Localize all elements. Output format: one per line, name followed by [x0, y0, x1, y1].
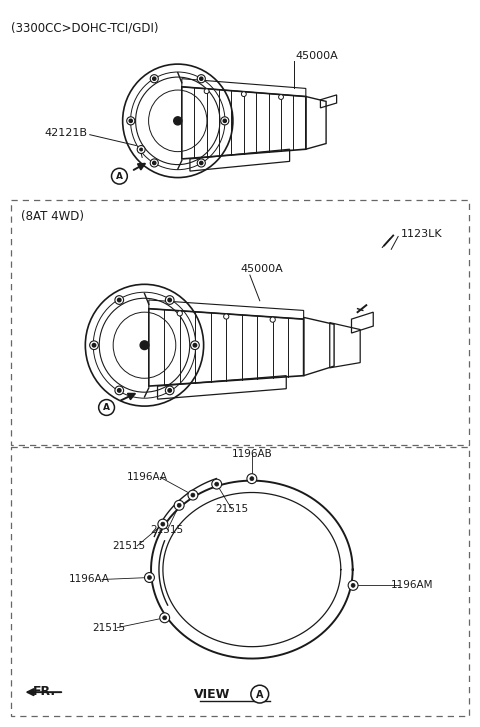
Text: 45000A: 45000A [240, 264, 283, 274]
Circle shape [115, 386, 124, 395]
Circle shape [140, 341, 149, 350]
Text: (8AT 4WD): (8AT 4WD) [21, 210, 84, 222]
Circle shape [193, 343, 197, 347]
Circle shape [137, 145, 145, 153]
Text: 42121B: 42121B [45, 128, 88, 137]
Text: A: A [103, 403, 110, 412]
Text: 21515: 21515 [151, 525, 184, 535]
Circle shape [191, 493, 195, 497]
Circle shape [153, 77, 156, 81]
Bar [11, 200, 469, 445]
Circle shape [177, 503, 181, 507]
Circle shape [348, 580, 358, 590]
Circle shape [270, 317, 276, 322]
Circle shape [129, 119, 132, 122]
Circle shape [90, 341, 98, 350]
Text: VIEW: VIEW [194, 688, 230, 701]
Text: 21515: 21515 [112, 541, 145, 551]
Circle shape [188, 490, 198, 500]
Circle shape [115, 296, 124, 305]
Text: A: A [116, 172, 123, 181]
Text: A: A [256, 690, 264, 699]
Circle shape [163, 616, 167, 619]
Circle shape [197, 159, 205, 167]
Circle shape [221, 117, 229, 125]
Circle shape [99, 400, 114, 415]
Circle shape [111, 168, 127, 184]
Circle shape [200, 161, 203, 164]
Text: FR.: FR. [33, 685, 56, 698]
Circle shape [241, 92, 246, 97]
Circle shape [191, 341, 199, 350]
Text: 1196AA: 1196AA [127, 473, 168, 482]
Text: 21515: 21515 [215, 504, 248, 514]
Circle shape [197, 75, 205, 83]
Circle shape [200, 77, 203, 81]
Circle shape [247, 474, 257, 483]
Text: 1123LK: 1123LK [401, 228, 443, 238]
Circle shape [153, 161, 156, 164]
Circle shape [150, 159, 158, 167]
Circle shape [174, 500, 184, 510]
Text: 1196AA: 1196AA [69, 574, 110, 585]
Circle shape [278, 95, 284, 100]
Circle shape [160, 613, 169, 623]
Circle shape [174, 117, 182, 125]
Circle shape [140, 148, 143, 151]
Circle shape [204, 89, 209, 94]
Circle shape [177, 310, 182, 316]
Circle shape [215, 482, 219, 486]
Circle shape [351, 583, 355, 587]
Circle shape [251, 686, 269, 703]
Circle shape [212, 479, 222, 489]
Circle shape [144, 573, 155, 582]
Circle shape [161, 522, 165, 526]
Text: (3300CC>DOHC-TCI/GDI): (3300CC>DOHC-TCI/GDI) [11, 22, 158, 35]
Circle shape [118, 389, 121, 392]
Circle shape [158, 519, 168, 529]
Bar [11, 447, 469, 716]
Circle shape [118, 298, 121, 302]
Circle shape [168, 389, 171, 392]
Circle shape [150, 75, 158, 83]
Circle shape [165, 296, 174, 305]
Text: 1196AM: 1196AM [391, 580, 433, 590]
Circle shape [224, 314, 229, 319]
Circle shape [127, 117, 135, 125]
Text: 21515: 21515 [92, 622, 125, 632]
Circle shape [147, 576, 151, 579]
Text: 1196AB: 1196AB [231, 449, 272, 459]
Circle shape [250, 477, 254, 481]
Circle shape [92, 343, 96, 347]
Text: 45000A: 45000A [295, 51, 338, 60]
Circle shape [168, 298, 171, 302]
Circle shape [223, 119, 227, 122]
Circle shape [165, 386, 174, 395]
